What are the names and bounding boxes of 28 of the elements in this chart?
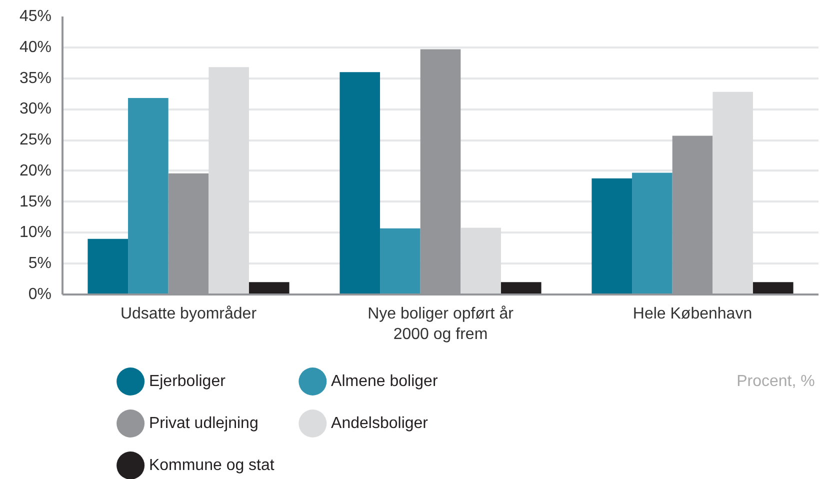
y-tick-label: 45% xyxy=(19,8,52,25)
y-tick-label: 35% xyxy=(19,70,52,87)
legend-label: Almene boliger xyxy=(331,373,438,390)
bar xyxy=(88,238,128,294)
y-tick-label: 20% xyxy=(19,162,52,180)
x-tick-label: Hele København xyxy=(632,306,752,322)
y-tick-label: 10% xyxy=(19,224,52,242)
y-tick-label: 0% xyxy=(28,286,52,303)
bar xyxy=(632,172,672,294)
bar xyxy=(128,98,168,294)
legend-label: Andelsboliger xyxy=(331,415,429,432)
y-tick-label: 15% xyxy=(19,193,52,210)
y-tick-label: 5% xyxy=(28,255,52,272)
y-tick-label: 40% xyxy=(19,38,52,56)
bar xyxy=(752,282,794,294)
bar xyxy=(500,282,542,294)
x-tick-label: Nye boliger opført år 2000 og frem xyxy=(368,306,514,343)
bar xyxy=(592,178,632,294)
bar xyxy=(248,282,290,294)
legend-label: Kommune og stat xyxy=(148,457,275,474)
y-tick-label: 25% xyxy=(19,132,52,149)
legend-label: Privat udlejning xyxy=(148,415,258,432)
y-tick-label: 30% xyxy=(19,100,52,118)
bar xyxy=(340,72,380,294)
bar xyxy=(380,228,420,294)
legend-label: Ejerboliger xyxy=(148,373,226,390)
text: Procent, % xyxy=(736,373,815,390)
x-tick-label: Udsatte byområder xyxy=(120,306,258,322)
